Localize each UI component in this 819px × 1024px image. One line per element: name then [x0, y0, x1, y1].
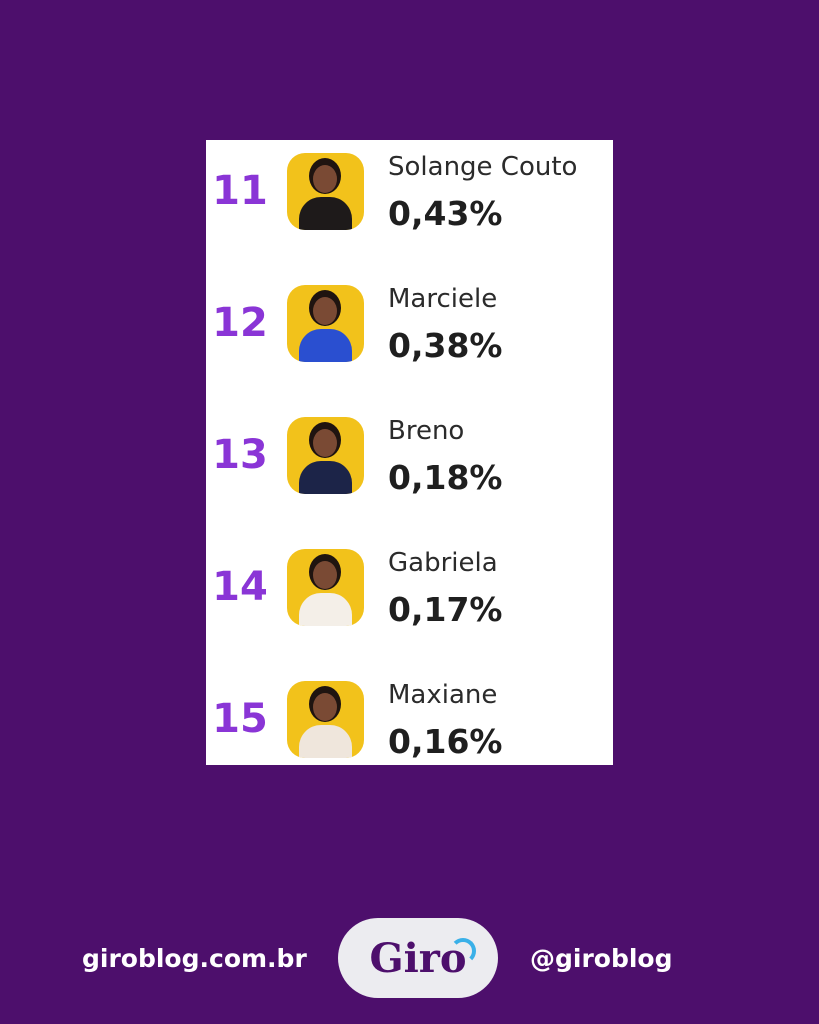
contestant-photo: [287, 549, 364, 626]
photo-head: [313, 165, 337, 193]
vote-percent: 0,43%: [388, 194, 503, 233]
contestant-photo: [287, 153, 364, 230]
contestant-photo: [287, 417, 364, 494]
contestant-name: Solange Couto: [388, 152, 578, 182]
photo-head: [313, 561, 337, 589]
contestant-photo: [287, 681, 364, 758]
photo-body: [299, 197, 352, 230]
giro-logo: Giro: [338, 918, 498, 998]
photo-head: [313, 693, 337, 721]
social-handle[interactable]: @giroblog: [530, 944, 673, 973]
photo-body: [299, 329, 352, 362]
contestant-photo: [287, 285, 364, 362]
photo-head: [313, 429, 337, 457]
contestant-name: Gabriela: [388, 548, 498, 578]
ranking-row: 13 Breno 0,18%: [206, 404, 613, 536]
contestant-name: Breno: [388, 416, 465, 446]
vote-percent: 0,16%: [388, 722, 503, 761]
vote-percent: 0,18%: [388, 458, 503, 497]
ranking-row: 15 Maxiane 0,16%: [206, 668, 613, 765]
photo-body: [299, 725, 352, 758]
contestant-name: Maxiane: [388, 680, 498, 710]
rank-number: 15: [212, 696, 268, 742]
rank-number: 11: [212, 168, 268, 214]
contestant-name: Marciele: [388, 284, 498, 314]
ranking-row: 14 Gabriela 0,17%: [206, 536, 613, 668]
signal-arc-icon: [450, 938, 476, 964]
ranking-panel: 11 Solange Couto 0,43% 12 Marciele 0,38%…: [206, 140, 613, 765]
ranking-row: 11 Solange Couto 0,43%: [206, 140, 613, 272]
vote-percent: 0,38%: [388, 326, 503, 365]
photo-head: [313, 297, 337, 325]
photo-body: [299, 593, 352, 626]
vote-percent: 0,17%: [388, 590, 503, 629]
logo-text: Giro: [369, 934, 467, 982]
rank-number: 13: [212, 432, 268, 478]
ranking-row: 12 Marciele 0,38%: [206, 272, 613, 404]
website-label[interactable]: giroblog.com.br: [82, 944, 307, 973]
photo-body: [299, 461, 352, 494]
rank-number: 14: [212, 564, 268, 610]
rank-number: 12: [212, 300, 268, 346]
